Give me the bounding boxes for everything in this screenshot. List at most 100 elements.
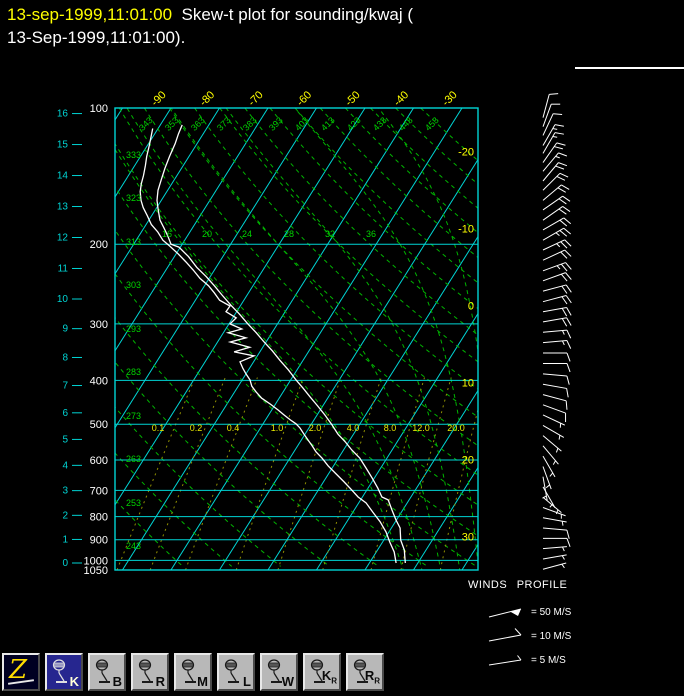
legend-label: = 5 M/S bbox=[531, 654, 566, 666]
skewt-grid bbox=[115, 108, 478, 570]
svg-text:5: 5 bbox=[62, 434, 68, 445]
svg-text:6: 6 bbox=[62, 408, 68, 419]
toolbar-button-label: W bbox=[281, 674, 294, 689]
toolbar-button-zeb[interactable]: Z bbox=[2, 653, 40, 691]
svg-text:30: 30 bbox=[462, 532, 474, 544]
svg-text:0: 0 bbox=[468, 301, 474, 313]
svg-text:0: 0 bbox=[62, 558, 68, 569]
wind-barbs bbox=[542, 93, 572, 570]
toolbar-button-l[interactable]: L bbox=[217, 653, 255, 691]
svg-text:0.1: 0.1 bbox=[152, 423, 165, 433]
title-timestamp: 13-sep-1999,11:01:00 bbox=[7, 5, 173, 24]
svg-text:263: 263 bbox=[126, 454, 141, 464]
toolbar-button-kr[interactable]: KR bbox=[303, 653, 341, 691]
svg-text:4: 4 bbox=[62, 460, 68, 471]
svg-text:453: 453 bbox=[423, 115, 441, 133]
toolbar-button-label: RR bbox=[364, 668, 380, 686]
svg-text:1.0: 1.0 bbox=[271, 423, 284, 433]
toolbar-button-label: KR bbox=[321, 668, 337, 686]
svg-text:-90: -90 bbox=[149, 89, 169, 109]
svg-text:273: 273 bbox=[126, 411, 141, 421]
svg-text:313: 313 bbox=[126, 237, 141, 247]
svg-text:24: 24 bbox=[242, 229, 252, 239]
svg-text:283: 283 bbox=[126, 367, 141, 377]
svg-text:10: 10 bbox=[57, 294, 69, 305]
svg-text:1: 1 bbox=[62, 534, 68, 545]
svg-text:20: 20 bbox=[202, 229, 212, 239]
svg-text:-50: -50 bbox=[343, 89, 363, 109]
svg-text:303: 303 bbox=[126, 280, 141, 290]
svg-text:333: 333 bbox=[126, 150, 141, 160]
svg-text:-70: -70 bbox=[246, 89, 266, 109]
svg-text:-30: -30 bbox=[440, 89, 460, 109]
legend-label: = 10 M/S bbox=[531, 630, 572, 642]
microphone-icon bbox=[181, 659, 196, 683]
svg-text:12.0: 12.0 bbox=[412, 423, 430, 433]
toolbar-button-label: L bbox=[243, 674, 251, 689]
svg-text:200: 200 bbox=[90, 239, 108, 251]
winds-legend: = 50 M/S = 10 M/S = 5 M/S bbox=[486, 600, 571, 672]
toolbar-button-label: K bbox=[69, 674, 79, 689]
microphone-icon bbox=[224, 659, 239, 683]
microphone-icon bbox=[52, 659, 67, 683]
svg-text:8.0: 8.0 bbox=[384, 423, 397, 433]
svg-text:16: 16 bbox=[162, 229, 172, 239]
svg-text:500: 500 bbox=[90, 419, 108, 431]
svg-text:20.0: 20.0 bbox=[447, 423, 465, 433]
svg-text:253: 253 bbox=[126, 498, 141, 508]
svg-text:2: 2 bbox=[62, 510, 68, 521]
toolbar-button-b[interactable]: B bbox=[88, 653, 126, 691]
legend-item: = 10 M/S bbox=[486, 624, 571, 648]
svg-text:323: 323 bbox=[126, 193, 141, 203]
svg-text:1000: 1000 bbox=[84, 555, 108, 567]
winds-profile-title: WINDS PROFILE bbox=[468, 579, 568, 591]
svg-text:373: 373 bbox=[215, 115, 233, 133]
svg-text:20: 20 bbox=[462, 455, 474, 467]
svg-text:8: 8 bbox=[62, 352, 68, 363]
svg-text:293: 293 bbox=[126, 324, 141, 334]
microphone-icon bbox=[353, 659, 368, 683]
svg-text:1050: 1050 bbox=[84, 565, 108, 577]
toolbar-button-r[interactable]: R bbox=[131, 653, 169, 691]
svg-text:12: 12 bbox=[57, 232, 69, 243]
toolbar-button-w[interactable]: W bbox=[260, 653, 298, 691]
zeb-logo: Z bbox=[9, 655, 28, 685]
microphone-icon bbox=[310, 659, 325, 683]
svg-text:14: 14 bbox=[57, 171, 69, 182]
svg-text:413: 413 bbox=[319, 115, 337, 133]
svg-text:7: 7 bbox=[62, 381, 68, 392]
svg-text:11: 11 bbox=[58, 263, 69, 274]
microphone-icon bbox=[138, 659, 153, 683]
flag-50-icon bbox=[488, 608, 522, 618]
toolbar-button-k[interactable]: K bbox=[45, 653, 83, 691]
svg-text:16: 16 bbox=[57, 109, 69, 120]
svg-text:363: 363 bbox=[189, 115, 207, 133]
legend-item: = 50 M/S bbox=[486, 600, 571, 624]
toolbar-button-label: R bbox=[155, 674, 165, 689]
svg-text:2.0: 2.0 bbox=[309, 423, 322, 433]
window-title: 13-sep-1999,11:01:00 Skew-t plot for sou… bbox=[7, 3, 413, 49]
legend-item: = 5 M/S bbox=[486, 648, 571, 672]
microphone-icon bbox=[267, 659, 282, 683]
svg-text:393: 393 bbox=[267, 115, 285, 133]
window-separator-line bbox=[575, 67, 684, 69]
svg-text:700: 700 bbox=[90, 485, 108, 497]
svg-text:32: 32 bbox=[325, 229, 335, 239]
svg-text:36: 36 bbox=[366, 229, 376, 239]
svg-text:353: 353 bbox=[163, 115, 181, 133]
barb-10-icon bbox=[488, 628, 522, 642]
svg-text:-60: -60 bbox=[295, 89, 315, 109]
svg-text:383: 383 bbox=[241, 115, 259, 133]
svg-text:423: 423 bbox=[345, 115, 363, 133]
svg-text:-20: -20 bbox=[458, 147, 474, 159]
svg-text:600: 600 bbox=[90, 455, 108, 467]
toolbar-button-rr[interactable]: RR bbox=[346, 653, 384, 691]
half-barb-5-icon bbox=[488, 655, 522, 666]
svg-text:-10: -10 bbox=[458, 224, 474, 236]
svg-text:-80: -80 bbox=[198, 89, 218, 109]
toolbar-button-m[interactable]: M bbox=[174, 653, 212, 691]
title-text: Skew-t plot for sounding/kwaj ( bbox=[172, 5, 414, 24]
title-line2: 13-Sep-1999,11:01:00). bbox=[7, 28, 186, 47]
svg-text:0.2: 0.2 bbox=[190, 423, 203, 433]
